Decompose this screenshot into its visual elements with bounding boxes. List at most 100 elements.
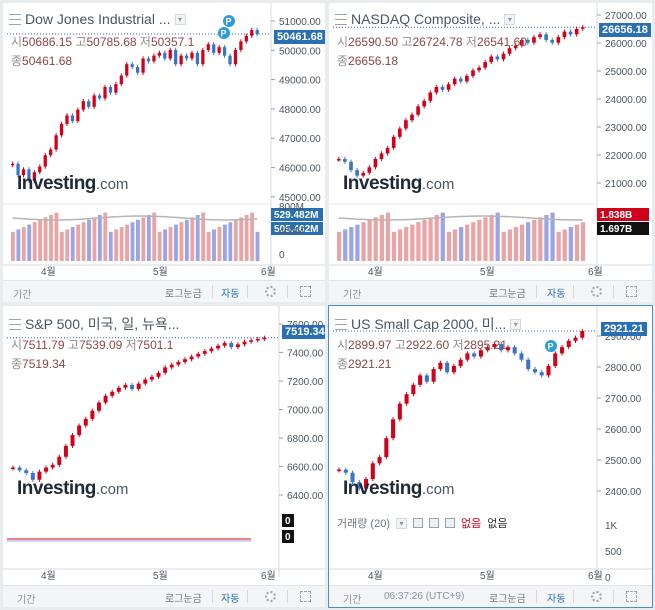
nasdaq-chart-canvas[interactable]: 27000.00 26000.00 25000.00 24000.00 23000.00… bbox=[329, 3, 652, 302]
visibility-icon[interactable] bbox=[412, 518, 423, 528]
sp500-chart-canvas[interactable]: 7600.007400.007200.007000.006800.006600.… bbox=[3, 306, 325, 607]
x-tick-label: 4월 bbox=[41, 266, 56, 278]
menu-icon[interactable] bbox=[335, 318, 347, 330]
fullscreen-icon[interactable] bbox=[626, 591, 637, 602]
candle-body bbox=[43, 155, 47, 167]
marker-label: P bbox=[226, 17, 232, 27]
candle-body bbox=[130, 384, 135, 390]
auto-scale-button[interactable]: 자동 bbox=[221, 289, 240, 300]
candle-body bbox=[465, 353, 470, 360]
candle-body bbox=[404, 120, 408, 129]
candle-body bbox=[343, 469, 348, 473]
candle-body bbox=[355, 170, 359, 176]
candle-body bbox=[136, 67, 140, 73]
y-tick-label: 6400.00 bbox=[287, 491, 324, 502]
volume-bar bbox=[489, 214, 494, 261]
x-tick-label: 4월 bbox=[368, 570, 383, 582]
nasdaq-chart-panel[interactable]: 27000.00 26000.00 25000.00 24000.00 23000.00… bbox=[329, 3, 652, 302]
y-tick-label: 21000.00 bbox=[605, 179, 647, 190]
period-label[interactable]: 기간 bbox=[343, 290, 362, 301]
dividend-marker bbox=[545, 340, 557, 352]
candle-body bbox=[385, 147, 390, 154]
y-tick-label: 45000.00 bbox=[279, 193, 321, 204]
settings-gear-icon[interactable] bbox=[591, 286, 602, 297]
y-tick-label: 2700.00 bbox=[605, 394, 642, 405]
last-price-tag: 2921.21 bbox=[601, 322, 647, 336]
log-scale-button[interactable]: 로그눈금 bbox=[489, 289, 526, 300]
period-label[interactable]: 기간 bbox=[343, 595, 362, 606]
volume-tag-text: 0 bbox=[285, 516, 291, 527]
settings-gear-icon[interactable] bbox=[265, 591, 276, 602]
candle-body bbox=[556, 37, 561, 43]
x-tick-label: 4월 bbox=[368, 266, 383, 278]
candle-body bbox=[501, 53, 506, 60]
menu-icon[interactable] bbox=[335, 13, 347, 25]
period-label[interactable]: 기간 bbox=[13, 290, 32, 301]
settings-icon[interactable] bbox=[428, 518, 439, 528]
dow-chart-panel[interactable]: 51000.00 50000.00 49000.00 48000.00 47000.00… bbox=[3, 3, 325, 302]
dow-chart-canvas[interactable]: 51000.00 50000.00 49000.00 48000.00 47000.00… bbox=[3, 3, 325, 302]
candle-body bbox=[370, 463, 375, 480]
sp500-chart-panel[interactable]: 7600.007400.007200.007000.006800.006600.… bbox=[3, 306, 325, 607]
log-scale-button[interactable]: 로그눈금 bbox=[165, 289, 202, 300]
candle-body bbox=[477, 67, 481, 71]
y-tick-label: 7400.00 bbox=[287, 349, 324, 360]
y-tick-label: 2900.00 bbox=[605, 332, 642, 343]
volume-tick-label: 500 bbox=[605, 547, 622, 558]
dropdown-icon[interactable]: ▾ bbox=[174, 13, 186, 25]
panel-title[interactable]: S&P 500, 미국, 일, 뉴욕... bbox=[25, 316, 180, 332]
candle-body bbox=[483, 62, 487, 68]
dropdown-icon[interactable]: ▾ bbox=[510, 318, 522, 330]
volume-bar bbox=[373, 217, 378, 261]
open-value: 2899.97 bbox=[348, 338, 392, 352]
panel-title[interactable]: Dow Jones Industrial ... bbox=[25, 11, 171, 27]
dividend-marker bbox=[218, 27, 230, 39]
fullscreen-icon[interactable] bbox=[626, 286, 637, 297]
candle-body bbox=[350, 472, 355, 483]
open-value: 7511.79 bbox=[22, 338, 65, 352]
panel-title[interactable]: NASDAQ Composite, ... bbox=[351, 11, 501, 27]
candle-body bbox=[478, 350, 483, 357]
candle-body bbox=[431, 369, 436, 382]
volume-bar bbox=[217, 227, 222, 261]
volume-label[interactable]: 거래량 (20) bbox=[337, 518, 390, 530]
candle-body bbox=[212, 44, 216, 53]
x-tick-label: 5월 bbox=[153, 266, 168, 278]
russell-chart-canvas[interactable]: 2900.00 2800.00 2700.00 2600.00 2500.00 2400.… bbox=[329, 306, 652, 607]
candle-body bbox=[152, 55, 156, 62]
auto-scale-button[interactable]: 자동 bbox=[547, 594, 566, 605]
clock-label: 06:37:26 (UTC+9) bbox=[384, 591, 465, 602]
candle-body bbox=[156, 372, 161, 377]
volume-bar bbox=[97, 214, 102, 261]
fullscreen-icon[interactable] bbox=[300, 591, 311, 602]
settings-gear-icon[interactable] bbox=[265, 286, 276, 297]
volume-bar bbox=[519, 224, 525, 261]
candle-body bbox=[495, 56, 500, 60]
y-tick-label: 48000.00 bbox=[279, 105, 321, 116]
panel-title[interactable]: US Small Cap 2000, 미... bbox=[351, 316, 507, 332]
candle-body bbox=[361, 172, 366, 176]
ohlc-line-1: 시50686.15 고50785.68 저50357.1 bbox=[11, 35, 195, 49]
russell-chart-panel[interactable]: 2900.00 2800.00 2700.00 2600.00 2500.00 2400.… bbox=[328, 305, 653, 608]
volume-bar bbox=[179, 222, 184, 261]
dropdown-icon[interactable]: ▾ bbox=[395, 517, 407, 529]
settings-gear-icon[interactable] bbox=[591, 591, 602, 602]
log-scale-button[interactable]: 로그눈금 bbox=[489, 594, 526, 605]
period-label[interactable]: 기간 bbox=[17, 595, 36, 606]
volume-bar bbox=[38, 219, 43, 261]
dropdown-icon[interactable]: ▾ bbox=[504, 13, 516, 25]
auto-scale-button[interactable]: 자동 bbox=[547, 289, 566, 300]
candle-body bbox=[11, 467, 15, 470]
close-icon[interactable] bbox=[444, 518, 455, 528]
volume-bar bbox=[526, 222, 531, 261]
candle-body bbox=[83, 418, 88, 426]
auto-scale-button[interactable]: 자동 bbox=[221, 594, 240, 605]
volume-bar bbox=[146, 214, 151, 261]
menu-icon[interactable] bbox=[9, 318, 21, 330]
log-scale-button[interactable]: 로그눈금 bbox=[165, 594, 202, 605]
menu-icon[interactable] bbox=[9, 13, 21, 25]
candle-body bbox=[228, 55, 232, 65]
fullscreen-icon[interactable] bbox=[300, 286, 311, 297]
volume-bar bbox=[465, 224, 470, 261]
volume-tick-label: 800M bbox=[279, 202, 304, 213]
